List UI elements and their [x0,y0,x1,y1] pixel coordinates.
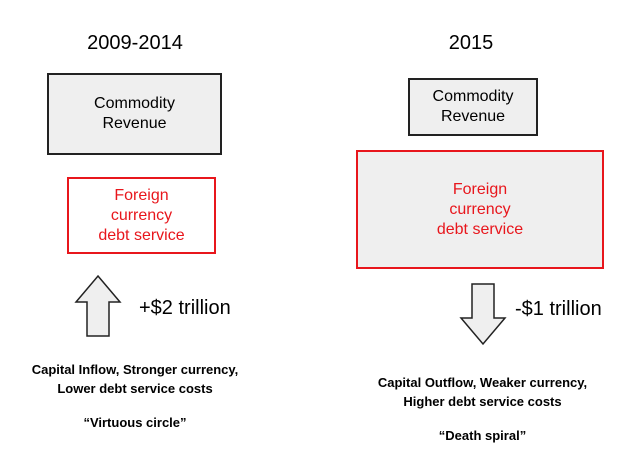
left-debt-line3: debt service [98,226,185,244]
right-caption-line2: Higher debt service costs [403,394,562,409]
right-debt-line1: Foreign [452,180,508,198]
right-commodity-line2: Revenue [440,108,506,125]
left-foreign-debt-box: Foreign currency debt service [67,177,216,254]
left-caption-line1: Capital Inflow, Stronger currency, [31,362,239,377]
left-caption-line2: Lower debt service costs [57,381,213,396]
left-debt-line2: currency [110,206,173,224]
left-period-heading: 2009-2014 [87,32,183,54]
left-debt-line1: Foreign [114,186,169,204]
right-debt-line2: currency [449,200,511,218]
right-amount-label: -$1 trillion [515,298,602,320]
up-arrow-icon [74,274,122,337]
right-commodity-line1: Commodity [432,88,514,105]
left-amount-label: +$2 trillion [139,297,231,319]
right-caption: Capital Outflow, Weaker currency, Higher… [350,373,615,411]
right-debt-line3: debt service [436,220,524,238]
left-commodity-line2: Revenue [102,115,167,132]
left-tagline: “Virtuous circle” [83,415,187,430]
right-tagline: “Death spiral” [438,428,527,443]
left-caption: Capital Inflow, Stronger currency, Lower… [0,360,270,398]
right-caption-line1: Capital Outflow, Weaker currency, [377,375,588,390]
left-commodity-revenue-box: Commodity Revenue [47,73,222,155]
right-commodity-revenue-box: Commodity Revenue [408,78,538,136]
down-arrow-icon [459,283,507,346]
right-period-heading: 2015 [448,32,494,54]
right-foreign-debt-box: Foreign currency debt service [356,150,604,269]
left-commodity-line1: Commodity [94,95,175,112]
